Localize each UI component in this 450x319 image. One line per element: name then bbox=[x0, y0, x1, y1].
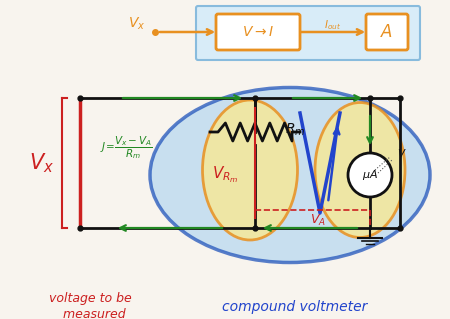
Text: $I_{out}$: $I_{out}$ bbox=[324, 18, 342, 32]
Text: $V_x$: $V_x$ bbox=[29, 151, 54, 175]
Ellipse shape bbox=[315, 102, 405, 238]
Ellipse shape bbox=[150, 87, 430, 263]
Text: $A$: $A$ bbox=[380, 23, 394, 41]
Ellipse shape bbox=[202, 100, 297, 240]
Text: $V_{R_m}$: $V_{R_m}$ bbox=[212, 165, 239, 185]
Circle shape bbox=[348, 153, 392, 197]
FancyBboxPatch shape bbox=[216, 14, 300, 50]
Text: $R_m$: $R_m$ bbox=[285, 122, 305, 138]
Text: $V{\rightarrow}I$: $V{\rightarrow}I$ bbox=[242, 25, 274, 39]
Text: compound voltmeter: compound voltmeter bbox=[222, 300, 368, 314]
Text: $V_x$: $V_x$ bbox=[128, 16, 146, 32]
FancyBboxPatch shape bbox=[196, 6, 420, 60]
Text: $\mu A$: $\mu A$ bbox=[362, 168, 378, 182]
Text: $J\!=\!\dfrac{V_x - V_A}{R_m}$: $J\!=\!\dfrac{V_x - V_A}{R_m}$ bbox=[100, 135, 153, 161]
Text: voltage to be
  measured: voltage to be measured bbox=[49, 292, 131, 319]
Text: $V_A$: $V_A$ bbox=[310, 212, 326, 227]
Text: $V$: $V$ bbox=[397, 147, 407, 159]
FancyBboxPatch shape bbox=[366, 14, 408, 50]
